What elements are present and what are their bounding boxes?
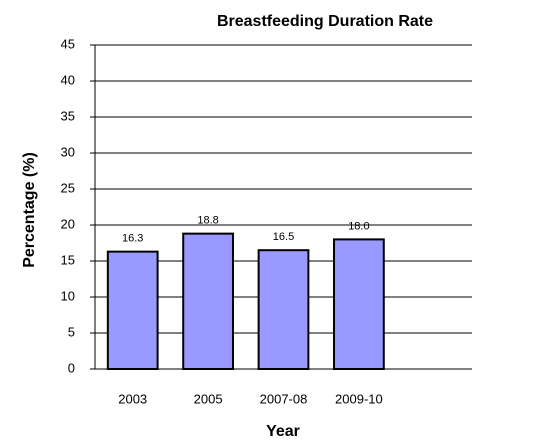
y-axis-title: Percentage (%) xyxy=(21,152,38,268)
chart-title: Breastfeeding Duration Rate xyxy=(217,13,433,30)
y-tick-label: 25 xyxy=(61,180,75,195)
y-tick-label: 45 xyxy=(61,36,75,51)
data-label: 18.0 xyxy=(348,220,369,232)
y-tick-label: 10 xyxy=(61,288,75,303)
y-tick-label: 20 xyxy=(61,216,75,231)
x-tick-label: 2003 xyxy=(118,391,147,406)
y-tick-label: 35 xyxy=(61,108,75,123)
y-tick-label: 30 xyxy=(61,144,75,159)
bar xyxy=(106,250,159,370)
x-tick-label: 2007-08 xyxy=(260,391,308,406)
x-tick-label: 2009-10 xyxy=(335,391,383,406)
y-tick-label: 0 xyxy=(68,360,75,375)
x-tick-label: 2005 xyxy=(194,391,223,406)
data-label: 16.3 xyxy=(122,233,143,245)
bar xyxy=(257,249,310,370)
data-label: 16.5 xyxy=(273,231,294,243)
data-label: 18.8 xyxy=(197,215,218,227)
y-tick-label: 15 xyxy=(61,252,75,267)
y-tick-label: 40 xyxy=(61,72,75,87)
bar xyxy=(182,232,234,370)
bar xyxy=(333,238,385,370)
x-axis-title: Year xyxy=(266,423,300,440)
y-tick-label: 5 xyxy=(68,324,75,339)
